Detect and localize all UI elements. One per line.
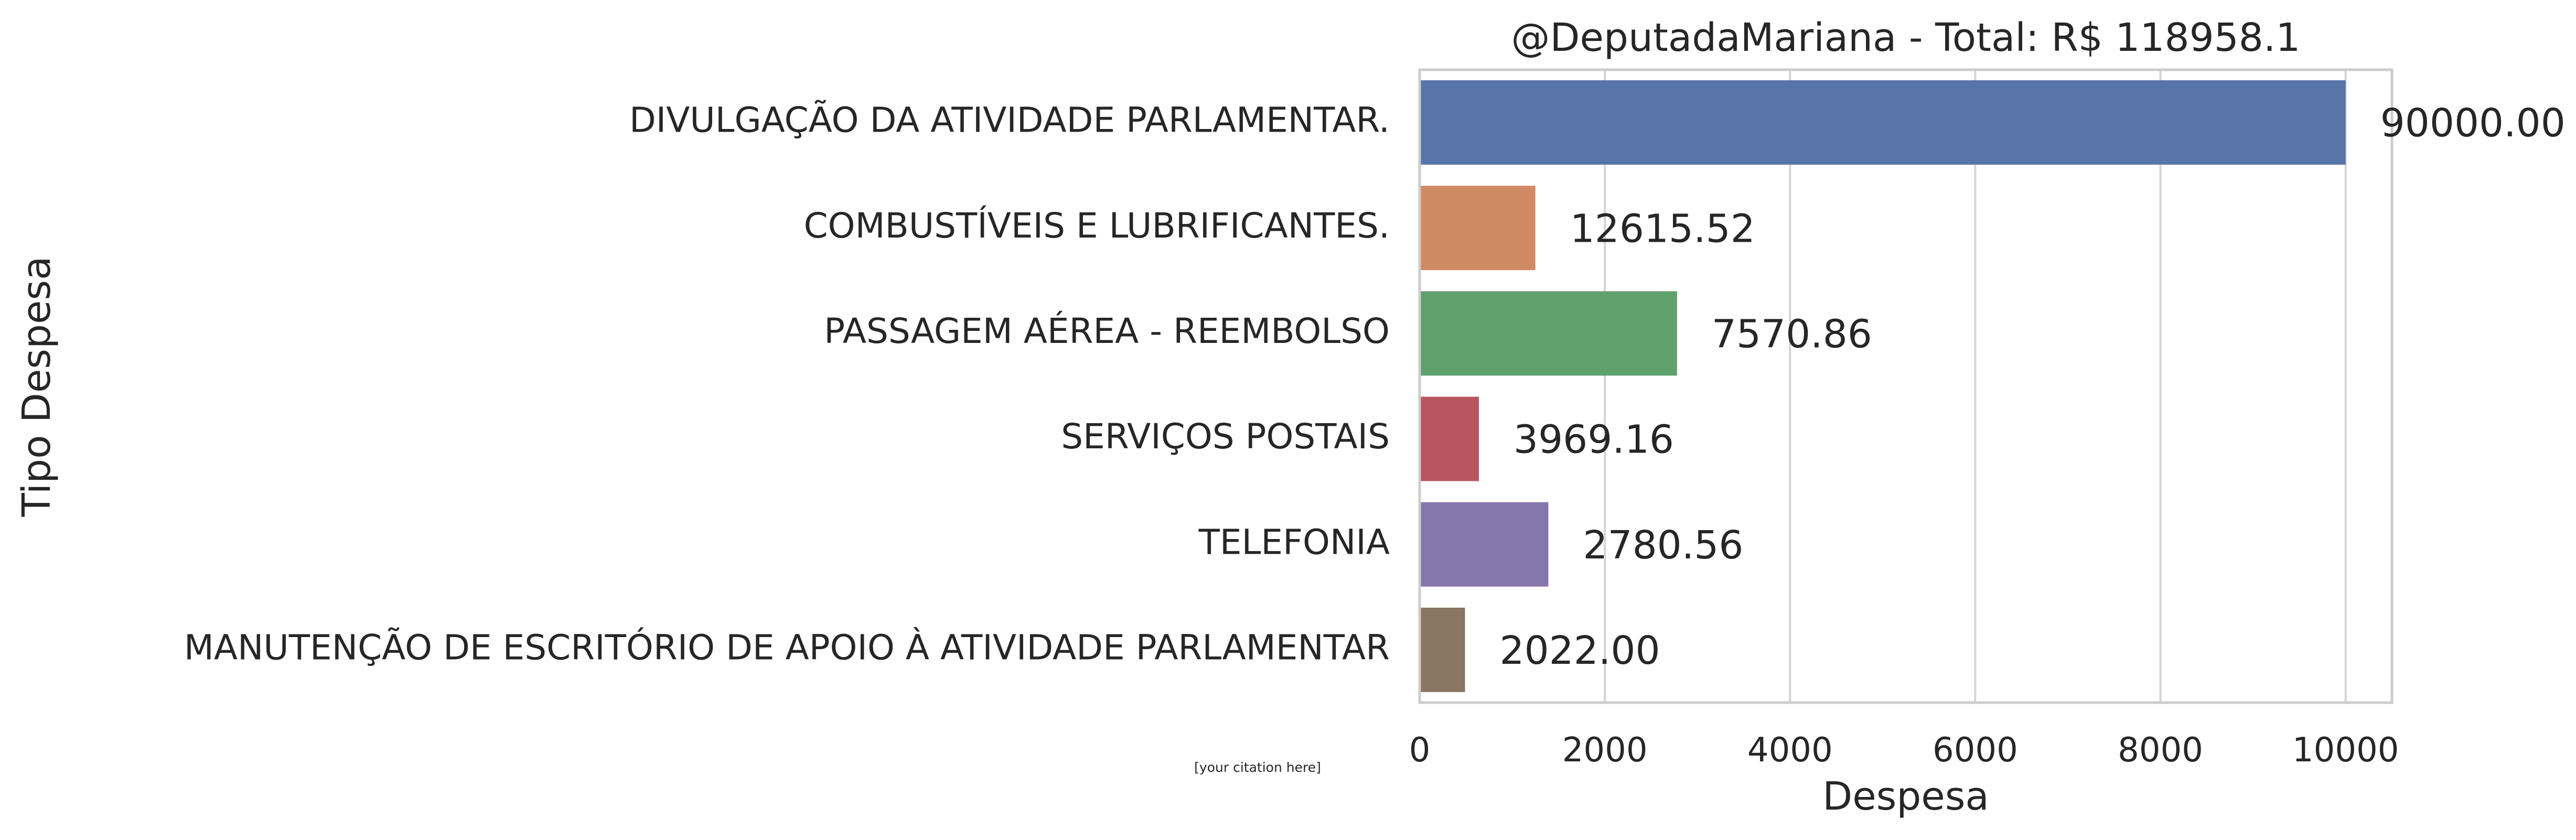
bars bbox=[1420, 80, 2346, 692]
data-label: 2022.00 bbox=[1500, 628, 1660, 673]
x-axis-label: Despesa bbox=[1822, 774, 1989, 819]
data-label: 7570.86 bbox=[1712, 311, 1872, 357]
x-tick-label: 10000 bbox=[2292, 731, 2399, 770]
x-tick-label: 0 bbox=[1409, 731, 1431, 770]
citation-note: [your citation here] bbox=[1194, 760, 1321, 775]
x-tick-label: 4000 bbox=[1747, 731, 1833, 770]
y-tick-label: PASSAGEM AÉREA - REEMBOLSO bbox=[824, 310, 1390, 351]
data-labels: 90000.00 12615.52 7570.86 3969.16 2780.56 202… bbox=[1500, 101, 2566, 673]
y-tick-label: MANUTENÇÃO DE ESCRITÓRIO DE APOIO À ATIV… bbox=[184, 627, 1390, 667]
bar bbox=[1420, 502, 1549, 587]
y-tick-label: COMBUSTÍVEIS E LUBRIFICANTES. bbox=[804, 205, 1390, 246]
plot-frame bbox=[1418, 68, 2393, 704]
x-tick-label: 8000 bbox=[2118, 731, 2203, 770]
bar bbox=[1420, 291, 1677, 376]
bar bbox=[1420, 186, 1536, 271]
y-tick-label: TELEFONIA bbox=[1198, 522, 1390, 562]
y-axis-label: Tipo Despesa bbox=[14, 256, 59, 518]
bar bbox=[1420, 396, 1479, 481]
x-tick-labels: 0 2000 4000 6000 8000 10000 bbox=[1409, 731, 2399, 770]
data-label: 2780.56 bbox=[1583, 523, 1743, 568]
y-tick-label: DIVULGAÇÃO DA ATIVIDADE PARLAMENTAR. bbox=[629, 100, 1390, 141]
data-label: 90000.00 bbox=[2380, 101, 2566, 146]
y-tick-labels: DIVULGAÇÃO DA ATIVIDADE PARLAMENTAR. COMB… bbox=[184, 100, 1390, 668]
bar bbox=[1420, 607, 1465, 692]
x-tick-label: 2000 bbox=[1562, 731, 1648, 770]
data-label: 3969.16 bbox=[1514, 417, 1674, 462]
data-label: 12615.52 bbox=[1570, 206, 1755, 251]
chart-title: @DeputadaMariana - Total: R$ 118958.1 bbox=[1511, 15, 2301, 60]
x-tick-label: 6000 bbox=[1933, 731, 2018, 770]
y-tick-label: SERVIÇOS POSTAIS bbox=[1061, 416, 1390, 457]
bar bbox=[1420, 80, 2346, 165]
